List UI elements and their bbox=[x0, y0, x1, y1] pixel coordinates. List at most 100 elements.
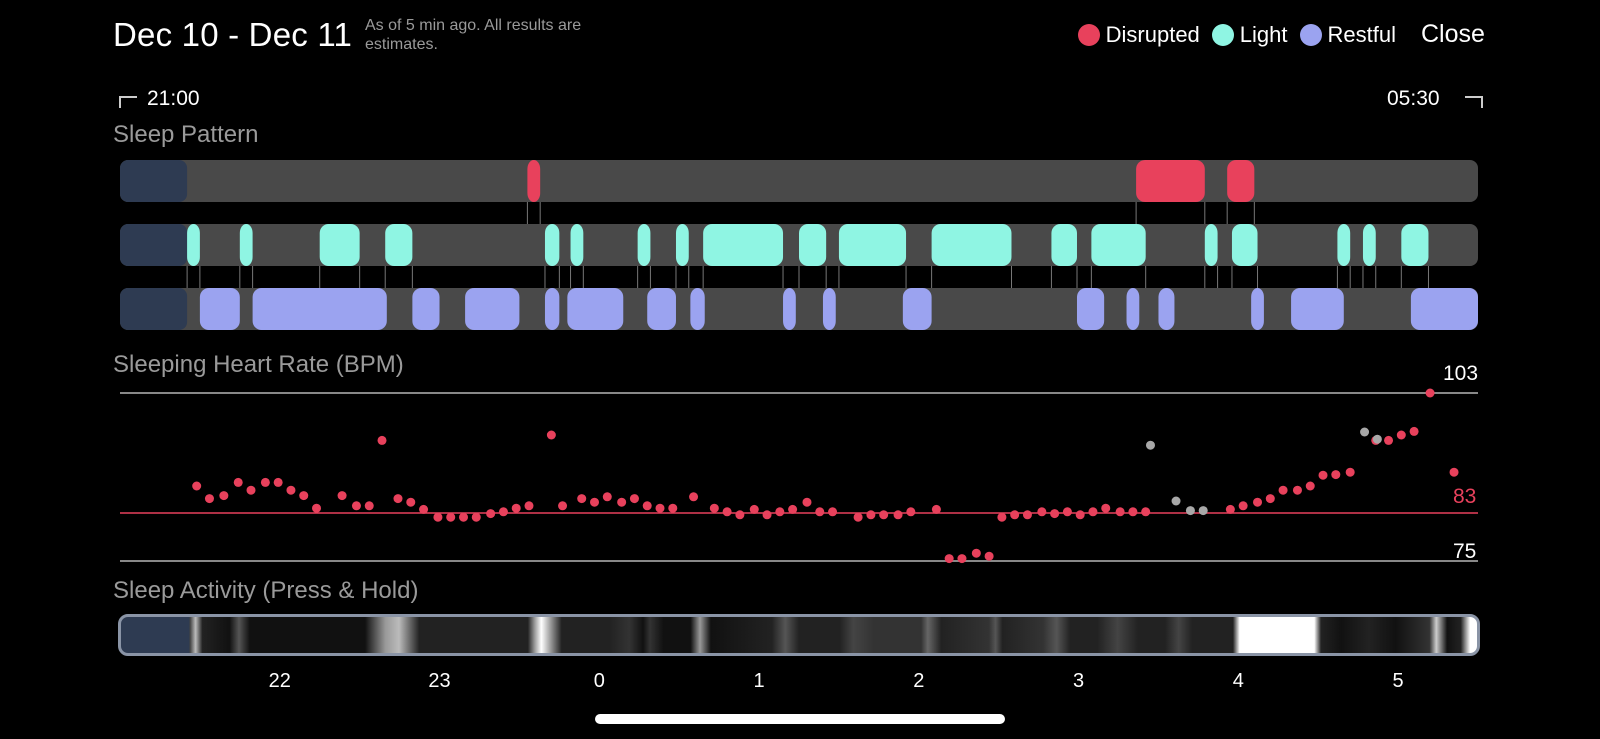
light-segment bbox=[319, 224, 360, 266]
restful-segment bbox=[252, 288, 387, 330]
hr-point bbox=[655, 503, 665, 513]
end-bracket-icon bbox=[1465, 96, 1483, 108]
hr-point bbox=[1088, 507, 1098, 517]
hr-point bbox=[204, 494, 214, 504]
hr-point bbox=[1305, 481, 1315, 491]
hr-point bbox=[944, 554, 954, 564]
restful-segment bbox=[902, 288, 932, 330]
axis-tick-label: 2 bbox=[913, 670, 925, 692]
hr-point bbox=[511, 503, 521, 513]
restful-segment bbox=[1158, 288, 1175, 330]
hr-point bbox=[788, 504, 798, 514]
disrupted-segment bbox=[1136, 160, 1205, 202]
light-segment bbox=[931, 224, 1012, 266]
axis-tick-label: 0 bbox=[593, 670, 605, 692]
legend-label: Disrupted bbox=[1105, 22, 1200, 47]
hr-point bbox=[629, 494, 639, 504]
restful-segment bbox=[1126, 288, 1140, 330]
hr-point bbox=[1075, 510, 1085, 520]
hr-point bbox=[1062, 507, 1072, 517]
hr-point bbox=[1253, 497, 1263, 507]
hr-point bbox=[1396, 430, 1406, 440]
light-segment bbox=[544, 224, 560, 266]
hr-point bbox=[486, 509, 496, 519]
light-segment bbox=[570, 224, 584, 266]
hr-point bbox=[775, 507, 785, 517]
hr-point bbox=[997, 512, 1007, 522]
light-segment bbox=[187, 224, 200, 266]
disrupted-segment bbox=[527, 160, 541, 202]
home-indicator[interactable] bbox=[595, 714, 1005, 724]
hr-point bbox=[1050, 509, 1060, 519]
end-time: 05:30 bbox=[1387, 87, 1440, 110]
start-time: 21:00 bbox=[147, 87, 200, 110]
hr-point bbox=[1292, 485, 1302, 495]
light-segment bbox=[239, 224, 253, 266]
hr-point bbox=[879, 510, 889, 520]
hr-gray-point bbox=[1372, 434, 1382, 444]
hr-point bbox=[749, 504, 759, 514]
restful-segment bbox=[465, 288, 520, 330]
hr-point bbox=[802, 497, 812, 507]
hr-point bbox=[735, 510, 745, 520]
legend-label: Light bbox=[1239, 22, 1288, 47]
light-segment bbox=[637, 224, 651, 266]
hr-point bbox=[433, 512, 443, 522]
hr-point bbox=[1115, 507, 1125, 517]
close-button[interactable]: Close bbox=[1421, 20, 1485, 48]
legend-disrupted: Disrupted bbox=[1077, 22, 1200, 48]
hr-point bbox=[1022, 510, 1032, 520]
hr-point bbox=[893, 510, 903, 520]
hr-point bbox=[1238, 501, 1248, 511]
light-segment bbox=[1231, 224, 1258, 266]
hr-point bbox=[762, 510, 772, 520]
hr-point bbox=[1101, 503, 1111, 513]
hr-point bbox=[558, 501, 568, 511]
restful-segment bbox=[1076, 288, 1105, 330]
hr-point bbox=[233, 477, 243, 487]
light-segment bbox=[1204, 224, 1218, 266]
hr-point bbox=[602, 492, 612, 502]
hr-point bbox=[642, 501, 652, 511]
hr-point bbox=[1449, 467, 1459, 477]
hr-point bbox=[273, 477, 283, 487]
start-bracket-icon bbox=[119, 96, 137, 108]
hr-point bbox=[406, 497, 416, 507]
disrupted-dot-icon bbox=[1077, 24, 1100, 46]
hr-point bbox=[617, 497, 627, 507]
estimate-note: As of 5 min ago. All results are estimat… bbox=[365, 17, 582, 53]
hr-point bbox=[446, 512, 456, 522]
heart-rate-heading: Sleeping Heart Rate (BPM) bbox=[113, 351, 404, 378]
restful-segment bbox=[647, 288, 676, 330]
restful-segment bbox=[690, 288, 705, 330]
hr-point bbox=[1318, 470, 1328, 480]
hr-point bbox=[471, 512, 481, 522]
hr-point bbox=[1425, 388, 1435, 398]
awake-segment bbox=[120, 224, 188, 266]
hr-gray-point bbox=[1171, 496, 1181, 506]
light-segment bbox=[1091, 224, 1146, 266]
restful-dot-icon bbox=[1299, 24, 1322, 46]
hr-point bbox=[722, 507, 732, 517]
hr-point bbox=[219, 491, 229, 501]
hr-point bbox=[689, 492, 699, 502]
restful-segment bbox=[1291, 288, 1344, 330]
awake-segment bbox=[120, 288, 188, 330]
hr-point bbox=[815, 507, 825, 517]
hr-point bbox=[337, 491, 347, 501]
hr-point bbox=[498, 507, 508, 517]
restful-segment bbox=[1410, 288, 1478, 330]
hr-point bbox=[377, 435, 387, 445]
sleep-activity-bar[interactable] bbox=[118, 614, 1480, 656]
hr-point bbox=[853, 512, 863, 522]
hr-gray-point bbox=[1145, 440, 1155, 450]
hr-point bbox=[524, 501, 534, 511]
hr-point bbox=[299, 491, 309, 501]
restful-segment bbox=[783, 288, 796, 330]
hr-point bbox=[957, 554, 967, 564]
light-segment bbox=[703, 224, 784, 266]
hr-point bbox=[1225, 504, 1235, 514]
hr-point bbox=[1141, 507, 1151, 517]
